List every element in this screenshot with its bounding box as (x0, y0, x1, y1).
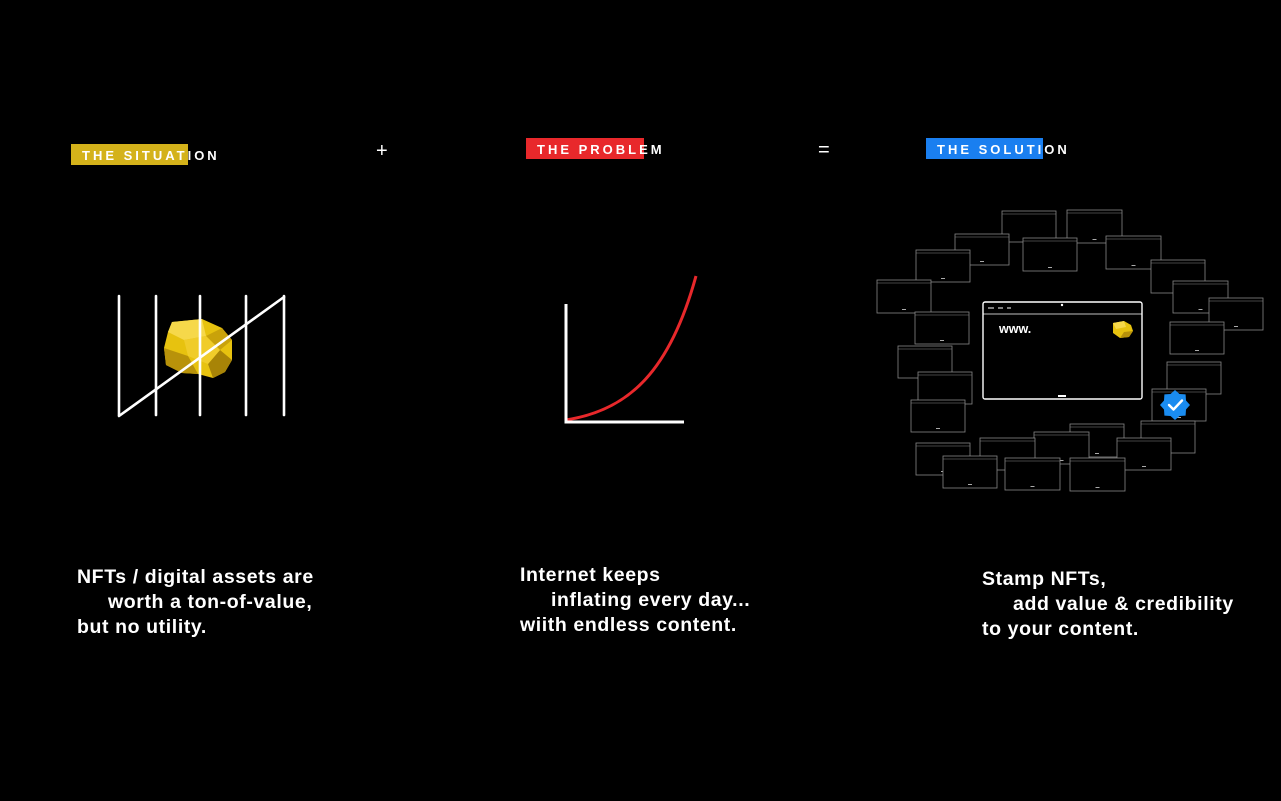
solution-line-3: to your content. (982, 618, 1139, 640)
caged-nft-illustration (117, 294, 286, 418)
small-gold-nft-icon (1113, 321, 1133, 338)
tag-situation-highlight (71, 144, 188, 165)
tag-problem-highlight (526, 138, 644, 159)
mini-browser-window (914, 311, 970, 345)
problem-description: Internet keeps inflating every day... wi… (520, 563, 750, 638)
mini-browser-window (942, 455, 998, 489)
mini-browser-window (1169, 321, 1225, 355)
exponential-growth-chart (564, 275, 698, 424)
tag-solution-label: THE SOLUTION (937, 142, 1070, 157)
situation-line-1: NFTs / digital assets are (77, 566, 314, 588)
problem-line-1: Internet keeps (520, 564, 661, 586)
equals-operator: = (818, 139, 830, 161)
solution-description: Stamp NFTs, add value & credibility to y… (982, 567, 1234, 642)
growth-curve (565, 275, 698, 422)
solution-line-2: add value & credibility (1013, 593, 1234, 615)
mini-browser-window (1069, 457, 1126, 492)
tag-solution-highlight (926, 138, 1043, 159)
situation-line-2: worth a ton-of-value, (108, 591, 313, 613)
mini-browser-window (1105, 235, 1162, 270)
mini-browser-window (876, 279, 932, 314)
chart-axes (564, 304, 684, 424)
verified-badge-icon (1160, 390, 1190, 420)
mini-browser-window (915, 249, 971, 283)
solution-line-1: Stamp NFTs, (982, 568, 1107, 590)
mini-browser-window (910, 399, 966, 433)
problem-line-2: inflating every day... (551, 589, 751, 611)
tag-problem-label: THE PROBLEM (537, 142, 665, 157)
mini-browser-window (1004, 457, 1061, 491)
situation-description: NFTs / digital assets are worth a ton-of… (77, 565, 314, 640)
mini-browser-window (1001, 210, 1057, 243)
problem-line-3: wiith endless content. (520, 614, 737, 636)
plus-operator: + (376, 140, 388, 162)
gold-nft-crystal-icon (164, 319, 232, 378)
browser-window-cloud: www. (876, 209, 1264, 492)
main-browser-window: www. (982, 301, 1143, 400)
mini-browser-window (1022, 237, 1078, 272)
mini-browser-window (1116, 437, 1172, 471)
cage-bars (117, 294, 286, 418)
situation-line-3: but no utility. (77, 616, 207, 638)
mini-browser-window (917, 371, 973, 405)
tag-situation-label: THE SITUATION (82, 148, 220, 163)
browser-url-text: www. (998, 322, 1031, 336)
